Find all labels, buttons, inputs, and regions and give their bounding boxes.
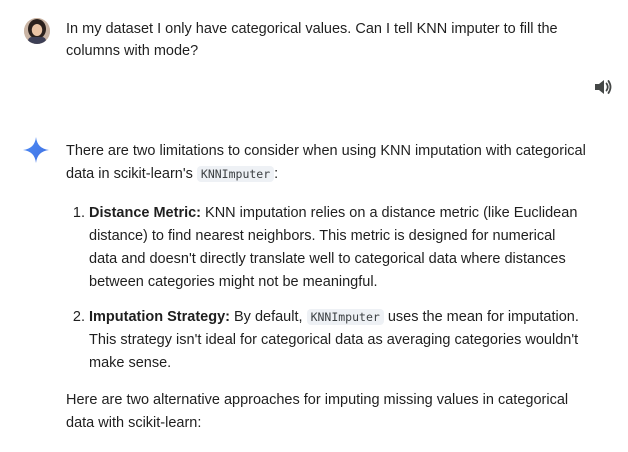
response-intro: There are two limitations to consider wh… <box>66 140 586 186</box>
assistant-response: There are two limitations to consider wh… <box>66 140 586 435</box>
list-item: Imputation Strategy: By default, KNNImpu… <box>89 306 586 375</box>
point-text-after: uses the mean for imputation. This strat… <box>89 309 579 371</box>
inline-code: KNNImputer <box>196 166 275 182</box>
point-title: Imputation Strategy: <box>89 309 230 325</box>
user-message-row: In my dataset I only have categorical va… <box>24 18 616 62</box>
speaker-icon[interactable] <box>593 78 613 96</box>
point-text: By default, <box>229 309 307 325</box>
list-item: Distance Metric: KNN imputation relies o… <box>89 202 586 294</box>
user-avatar <box>24 18 50 44</box>
inline-code: KNNImputer <box>306 309 384 325</box>
user-message-text: In my dataset I only have categorical va… <box>66 21 558 59</box>
intro-text: There are two limitations to consider wh… <box>66 143 586 182</box>
point-text: KNN imputation relies on a distance metr… <box>89 205 578 290</box>
avatar-image <box>24 18 50 44</box>
intro-punct: : <box>274 166 279 182</box>
response-closing: Here are two alternative approaches for … <box>66 392 569 431</box>
point-title: Distance Metric: <box>89 205 202 221</box>
limitations-list: Distance Metric: KNN imputation relies o… <box>66 202 586 375</box>
gemini-sparkle-icon <box>22 136 50 164</box>
